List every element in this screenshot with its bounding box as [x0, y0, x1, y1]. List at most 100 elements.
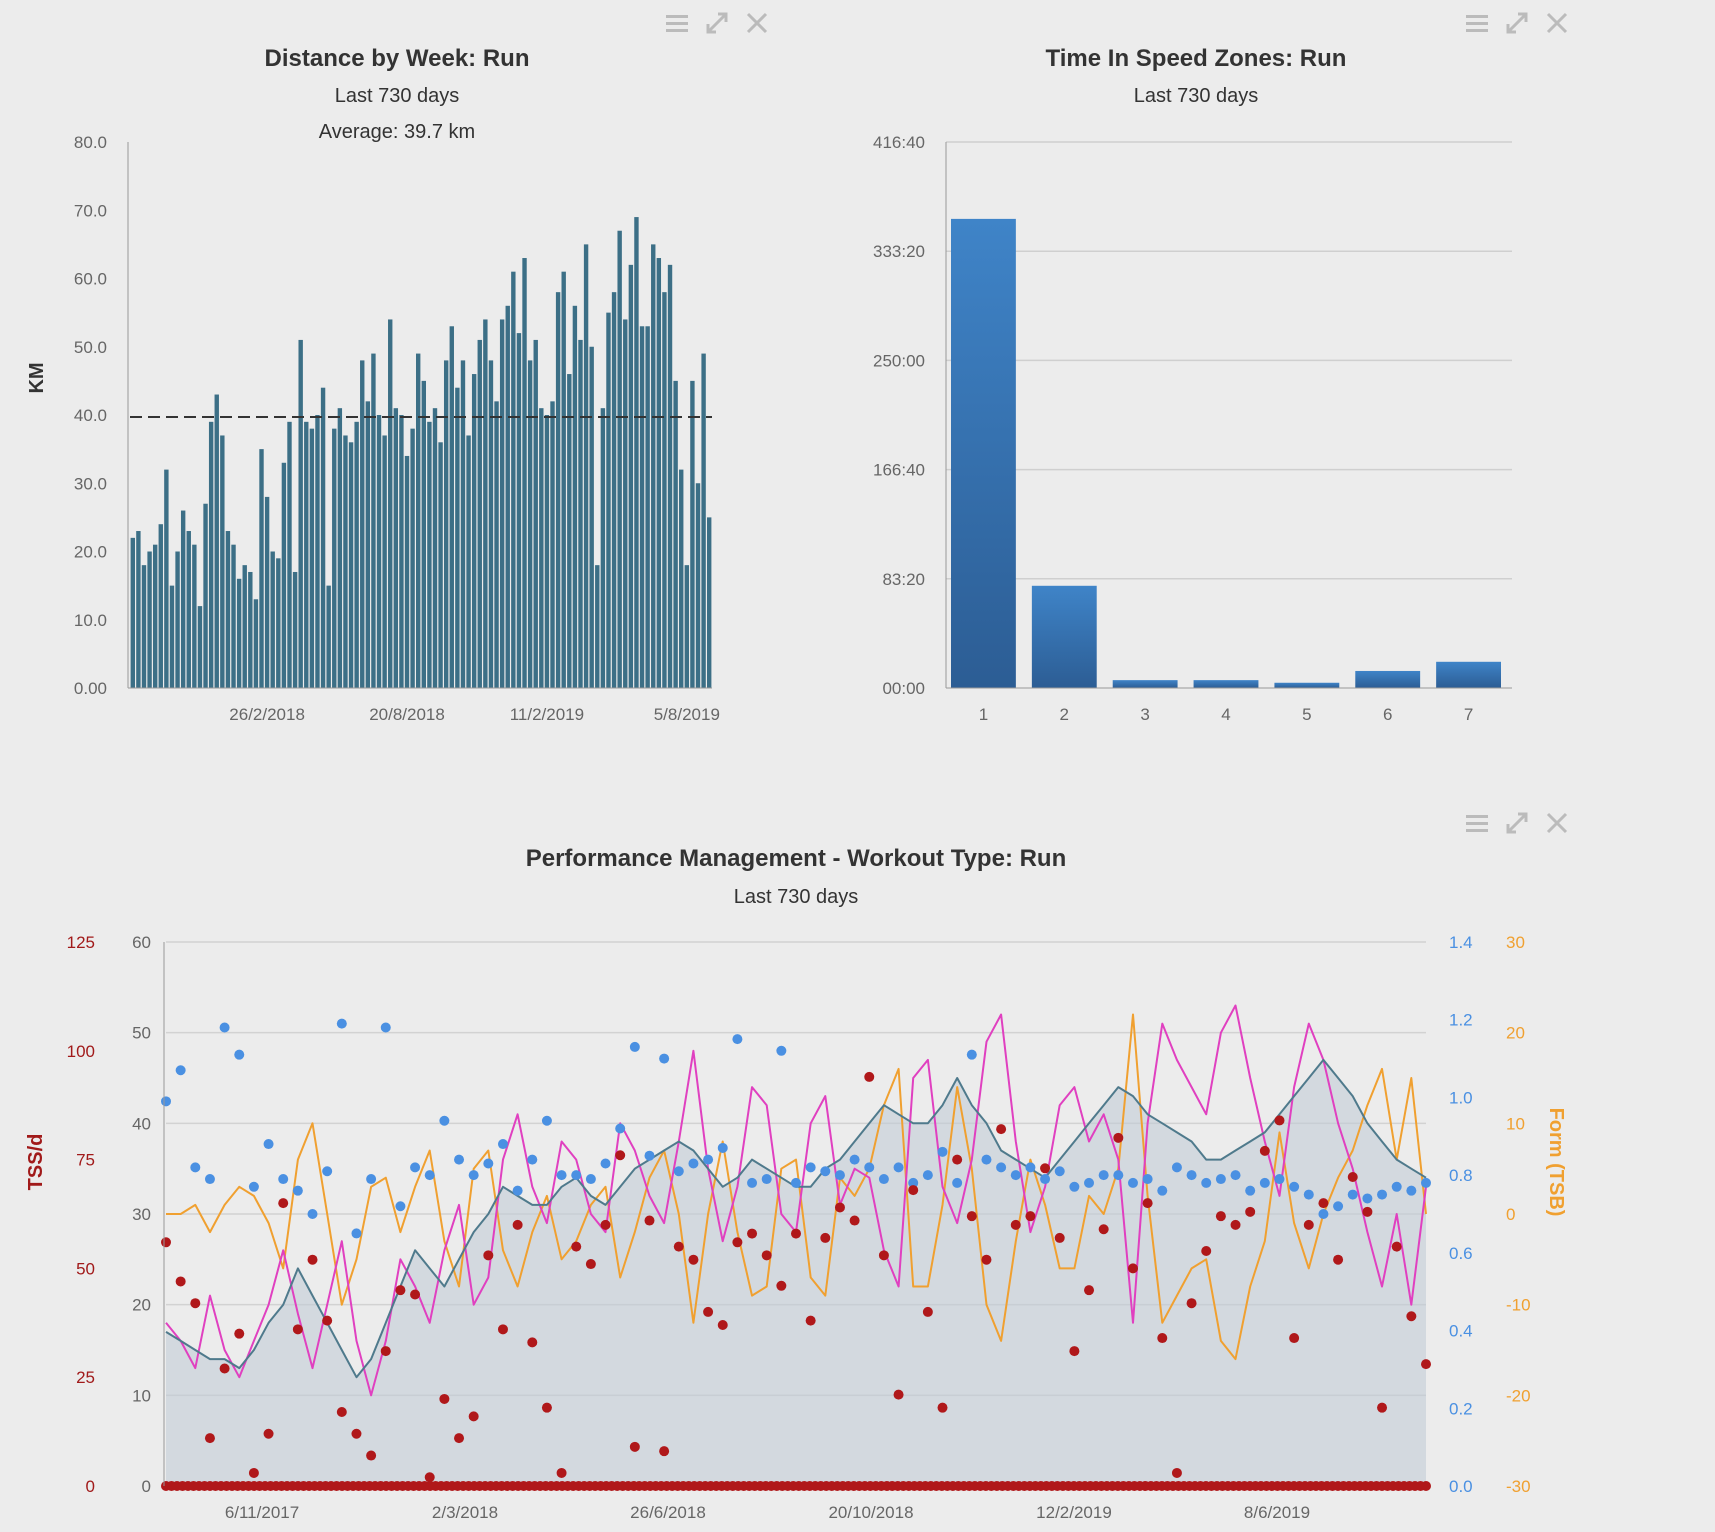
intensity-point — [922, 1170, 933, 1181]
tss-point — [585, 1259, 596, 1270]
intensity-point — [366, 1174, 377, 1185]
hamburger-menu-icon[interactable] — [664, 10, 690, 36]
fitness-tick-label: 20 — [132, 1296, 151, 1315]
week-bar — [147, 551, 152, 688]
panel-toolbar — [1464, 810, 1570, 836]
week-bar — [169, 585, 175, 688]
hamburger-menu-icon[interactable] — [1464, 10, 1490, 36]
week-bar — [455, 387, 460, 688]
tss-point — [966, 1211, 977, 1222]
intensity-point — [1069, 1181, 1080, 1192]
intensity-point — [1025, 1162, 1036, 1173]
intensity-point — [1215, 1174, 1226, 1185]
tss-point — [351, 1428, 362, 1439]
close-x-icon[interactable] — [1544, 810, 1570, 836]
week-bar — [471, 374, 477, 688]
week-bar — [354, 421, 359, 688]
chart-subtitle: Last 730 days — [335, 85, 460, 107]
intensity-point — [322, 1166, 333, 1177]
if-tick-label: 1.2 — [1449, 1011, 1473, 1030]
tss-point — [834, 1202, 845, 1213]
expand-arrows-icon[interactable] — [704, 10, 730, 36]
hamburger-menu-icon[interactable] — [1464, 810, 1490, 836]
performance-management-panel: Performance Management - Workout Type: R… — [0, 800, 1715, 1532]
fitness-tick-label: 40 — [132, 1114, 151, 1133]
intensity-point — [527, 1154, 538, 1165]
y-axis-label: KM — [26, 362, 48, 393]
intensity-point — [336, 1018, 347, 1029]
intensity-point — [703, 1154, 714, 1165]
tss-point — [204, 1433, 215, 1444]
tss-point — [263, 1428, 274, 1439]
intensity-point — [410, 1162, 421, 1173]
week-bar — [259, 449, 264, 688]
y-tick-label: 60.0 — [74, 270, 107, 289]
x-tick-label: 7 — [1464, 705, 1473, 724]
week-bar — [477, 339, 482, 688]
tss-point — [644, 1215, 655, 1226]
week-bar — [544, 415, 550, 688]
x-tick-label: 4 — [1221, 705, 1230, 724]
week-bar — [488, 360, 494, 688]
tss-tick-label: 125 — [67, 933, 95, 952]
form-tick-label: 20 — [1506, 1024, 1525, 1043]
week-bar — [298, 339, 303, 688]
week-bar — [404, 455, 410, 688]
tss-point — [908, 1185, 919, 1196]
week-bar — [242, 565, 247, 688]
x-tick-label: 2 — [1060, 705, 1069, 724]
intensity-point — [805, 1162, 816, 1173]
tss-point — [527, 1337, 538, 1348]
close-x-icon[interactable] — [744, 10, 770, 36]
intensity-point — [834, 1170, 845, 1181]
week-bar — [264, 496, 270, 688]
intensity-point — [747, 1177, 758, 1188]
intensity-point — [820, 1166, 831, 1177]
y-tick-label: 70.0 — [74, 201, 107, 220]
week-bar — [410, 428, 415, 688]
tss-point — [190, 1298, 201, 1309]
fitness-tick-label: 50 — [132, 1024, 151, 1043]
intensity-point — [219, 1022, 230, 1033]
week-bar — [152, 544, 158, 688]
week-bar — [667, 264, 673, 688]
week-bar — [679, 469, 684, 688]
form-tick-label: 10 — [1506, 1114, 1525, 1133]
form-tick-label: 0 — [1506, 1205, 1515, 1224]
week-bar — [578, 339, 583, 688]
week-bar — [539, 408, 544, 688]
tss-point — [1113, 1132, 1124, 1143]
week-bar — [623, 319, 628, 688]
expand-arrows-icon[interactable] — [1504, 10, 1530, 36]
y-tick-label: 83:20 — [882, 570, 925, 589]
tss-point — [922, 1306, 933, 1317]
intensity-point — [600, 1158, 611, 1169]
week-bar — [555, 292, 561, 688]
intensity-point — [908, 1177, 919, 1188]
week-bar — [589, 346, 594, 688]
tss-point — [878, 1250, 889, 1261]
close-x-icon[interactable] — [1544, 10, 1570, 36]
tss-point — [307, 1254, 318, 1265]
intensity-point — [351, 1228, 362, 1239]
intensity-point — [1010, 1170, 1021, 1181]
intensity-point — [439, 1115, 450, 1126]
intensity-point — [1098, 1170, 1109, 1181]
chart-subtitle: Last 730 days — [734, 886, 859, 908]
x-tick-label: 26/2/2018 — [229, 705, 305, 724]
if-tick-label: 0.6 — [1449, 1244, 1473, 1263]
x-tick-label: 2/3/2018 — [432, 1503, 498, 1522]
form-axis-label: Form (TSB) — [1545, 1108, 1567, 1217]
intensity-point — [571, 1170, 582, 1181]
y-tick-label: 166:40 — [873, 461, 925, 480]
tss-point — [629, 1441, 640, 1452]
week-bar — [382, 435, 387, 688]
week-bar — [337, 408, 343, 688]
week-bar — [639, 326, 645, 688]
tss-tick-label: 25 — [76, 1368, 95, 1387]
expand-arrows-icon[interactable] — [1504, 810, 1530, 836]
week-bar — [567, 374, 572, 688]
intensity-point — [615, 1123, 626, 1134]
tss-point — [805, 1315, 816, 1326]
week-bar — [365, 401, 371, 688]
